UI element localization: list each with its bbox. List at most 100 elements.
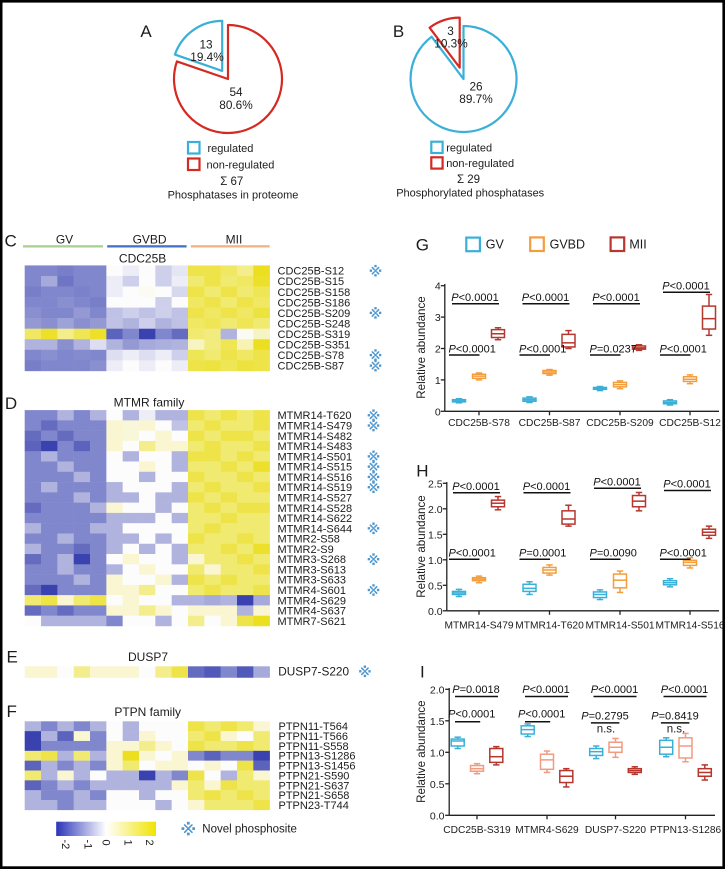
svg-text:54: 54: [229, 85, 243, 99]
svg-text:MTMR2-S9: MTMR2-S9: [278, 544, 334, 556]
svg-text:D: D: [5, 394, 17, 413]
svg-text:Σ 67: Σ 67: [220, 176, 243, 188]
svg-text:P<0.0001: P<0.0001: [449, 343, 496, 355]
svg-text:MTMR14-S482: MTMR14-S482: [278, 431, 353, 443]
svg-text:Relative abundance: Relative abundance: [415, 296, 428, 399]
svg-text:GV: GV: [56, 233, 73, 247]
svg-text:PTPN11-S558: PTPN11-S558: [279, 741, 349, 753]
svg-text:PTPN13-S1456: PTPN13-S1456: [279, 761, 356, 773]
svg-text:n.s.: n.s.: [667, 724, 686, 736]
svg-text:CDC25B-S87: CDC25B-S87: [519, 418, 581, 429]
svg-text:MTMR3-S268: MTMR3-S268: [278, 554, 346, 566]
svg-text:0.0: 0.0: [430, 810, 445, 822]
svg-text:CDC25B-S78: CDC25B-S78: [448, 418, 510, 429]
svg-text:MTMR14-S479: MTMR14-S479: [278, 421, 353, 433]
svg-text:0.5: 0.5: [430, 779, 445, 791]
svg-text:regulated: regulated: [208, 143, 254, 155]
svg-text:P=0.8419: P=0.8419: [651, 711, 698, 723]
svg-text:-1: -1: [81, 840, 93, 850]
svg-text:P<0.0001: P<0.0001: [448, 709, 495, 721]
svg-text:n.s.: n.s.: [597, 724, 616, 736]
svg-text:2: 2: [435, 344, 441, 356]
svg-text:P=0.0001: P=0.0001: [519, 548, 566, 560]
svg-text:MTMR3-S633: MTMR3-S633: [278, 575, 346, 587]
svg-text:DUSP7-S220: DUSP7-S220: [585, 825, 646, 836]
svg-text:MTMR14-S483: MTMR14-S483: [278, 441, 353, 453]
svg-text:1.0: 1.0: [428, 555, 443, 567]
svg-text:P=0.0090: P=0.0090: [590, 548, 637, 560]
svg-text:13: 13: [199, 38, 213, 52]
svg-text:PTPN21-S658: PTPN21-S658: [279, 790, 350, 802]
svg-text:1.5: 1.5: [430, 716, 445, 728]
svg-text:non-regulated: non-regulated: [207, 160, 275, 172]
svg-text:MTMR14-T620: MTMR14-T620: [278, 410, 352, 422]
svg-text:CDC25B-S209: CDC25B-S209: [278, 308, 351, 320]
svg-text:PTPN13-S1286: PTPN13-S1286: [279, 751, 356, 763]
svg-text:MII: MII: [629, 238, 646, 252]
svg-text:CDC25B-S78: CDC25B-S78: [278, 350, 345, 362]
svg-text:P=0.2795: P=0.2795: [581, 711, 628, 723]
svg-text:CDC25B-S87: CDC25B-S87: [278, 361, 345, 373]
svg-text:2.0: 2.0: [430, 684, 445, 696]
svg-text:P=0.0018: P=0.0018: [452, 684, 499, 696]
svg-text:MTMR4-S601: MTMR4-S601: [278, 585, 346, 597]
svg-text:MTMR2-S58: MTMR2-S58: [278, 534, 340, 546]
svg-text:G: G: [416, 235, 429, 254]
svg-text:0: 0: [99, 840, 111, 846]
svg-text:MTMR3-S613: MTMR3-S613: [278, 564, 346, 576]
svg-text:MTMR14-S479: MTMR14-S479: [444, 620, 513, 631]
svg-text:P<0.0001: P<0.0001: [593, 477, 640, 489]
svg-text:2.0: 2.0: [428, 504, 443, 516]
svg-text:DUSP7-S220: DUSP7-S220: [278, 665, 349, 679]
svg-text:PTPN13-S1286: PTPN13-S1286: [650, 825, 722, 836]
svg-text:P<0.0001: P<0.0001: [592, 292, 639, 304]
svg-text:Novel phosphosite: Novel phosphosite: [202, 824, 297, 836]
svg-text:GVBD: GVBD: [133, 233, 167, 247]
svg-text:0.0: 0.0: [428, 606, 443, 618]
svg-text:P=0.0237: P=0.0237: [590, 343, 637, 355]
svg-text:PTPN23-T744: PTPN23-T744: [279, 800, 349, 812]
svg-text:CDC25B-S12: CDC25B-S12: [278, 266, 345, 278]
svg-text:CDC25B-S248: CDC25B-S248: [278, 318, 351, 330]
svg-text:GV: GV: [486, 238, 505, 252]
svg-text:MTMR14-S501: MTMR14-S501: [585, 620, 654, 631]
svg-text:P<0.0001: P<0.0001: [660, 548, 707, 560]
svg-text:MTMR14-T620: MTMR14-T620: [515, 620, 584, 631]
svg-text:Σ 29: Σ 29: [457, 174, 480, 186]
svg-text:CDC25B-S158: CDC25B-S158: [278, 287, 351, 299]
svg-text:P<0.0001: P<0.0001: [661, 684, 708, 696]
svg-text:P<0.0001: P<0.0001: [449, 548, 496, 560]
svg-text:Relative abundance: Relative abundance: [415, 495, 428, 598]
svg-text:CDC25B-S186: CDC25B-S186: [278, 297, 351, 309]
svg-text:3: 3: [435, 312, 441, 324]
svg-text:MTMR14-S527: MTMR14-S527: [278, 492, 353, 504]
svg-text:P<0.0001: P<0.0001: [519, 343, 566, 355]
svg-text:MTMR family: MTMR family: [114, 396, 185, 410]
svg-text:19.4%: 19.4%: [190, 50, 224, 64]
svg-text:CDC25B: CDC25B: [119, 252, 166, 266]
svg-text:MTMR14-S515: MTMR14-S515: [278, 462, 353, 474]
svg-text:PTPN11-T564: PTPN11-T564: [279, 721, 349, 733]
svg-text:PTPN21-S590: PTPN21-S590: [279, 770, 350, 782]
svg-text:P<0.0001: P<0.0001: [523, 481, 570, 493]
svg-text:Phosphatases in proteome: Phosphatases in proteome: [168, 189, 299, 201]
svg-text:P<0.0001: P<0.0001: [662, 280, 709, 292]
svg-text:CDC25B-S15: CDC25B-S15: [278, 276, 345, 288]
svg-text:MII: MII: [226, 233, 243, 247]
svg-text:MTMR14-S501: MTMR14-S501: [278, 451, 353, 463]
svg-text:26: 26: [469, 80, 483, 94]
svg-text:P<0.0001: P<0.0001: [591, 684, 638, 696]
svg-text:F: F: [7, 702, 17, 721]
svg-text:CDC25B-S351: CDC25B-S351: [278, 340, 351, 352]
svg-text:P<0.0001: P<0.0001: [452, 481, 499, 493]
svg-text:A: A: [140, 22, 152, 41]
svg-text:-2: -2: [59, 840, 71, 850]
svg-text:PTPN family: PTPN family: [114, 705, 181, 719]
svg-text:Phosphorylated phosphatases: Phosphorylated phosphatases: [396, 188, 544, 200]
svg-text:1.5: 1.5: [428, 529, 443, 541]
svg-text:MTMR14-S528: MTMR14-S528: [278, 503, 353, 515]
svg-text:89.7%: 89.7%: [459, 92, 493, 106]
svg-text:2.5: 2.5: [428, 478, 443, 490]
svg-text:1: 1: [121, 840, 133, 846]
svg-text:10.3%: 10.3%: [434, 37, 468, 51]
